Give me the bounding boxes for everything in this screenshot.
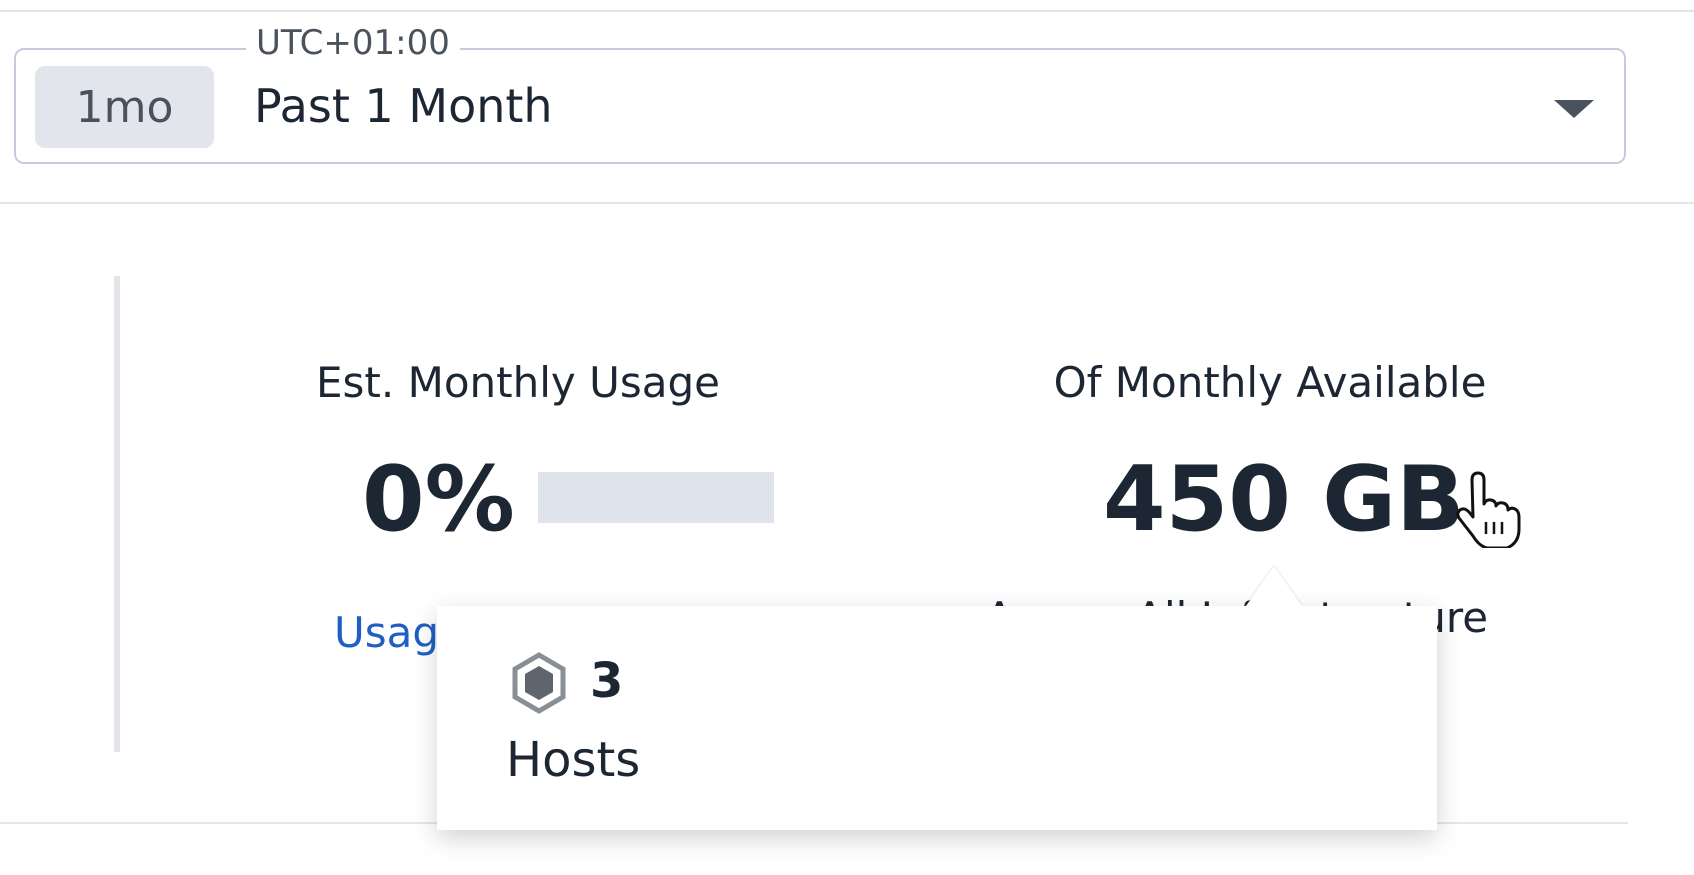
caret-down-icon[interactable] (1554, 100, 1594, 118)
hosts-tooltip (437, 606, 1437, 830)
top-divider (0, 10, 1694, 12)
hosts-count: 3 (590, 653, 624, 709)
hand-pointer-cursor-icon (1456, 471, 1521, 548)
timezone-label: UTC+01:00 (246, 24, 460, 62)
available-label: Of Monthly Available (1053, 358, 1487, 407)
usage-value: 0% (362, 447, 515, 552)
time-range-badge: 1mo (35, 66, 214, 148)
vertical-separator (114, 276, 120, 752)
time-range-selector[interactable] (14, 48, 1626, 164)
section-divider (0, 202, 1694, 204)
time-range-value[interactable]: Past 1 Month (254, 79, 553, 133)
available-value[interactable]: 450 GB (1103, 447, 1465, 552)
usage-progress-bar (538, 472, 774, 523)
hosts-label: Hosts (506, 732, 641, 788)
usage-label: Est. Monthly Usage (316, 358, 720, 407)
host-hexagon-icon (512, 652, 566, 714)
tooltip-arrow (1246, 566, 1302, 606)
